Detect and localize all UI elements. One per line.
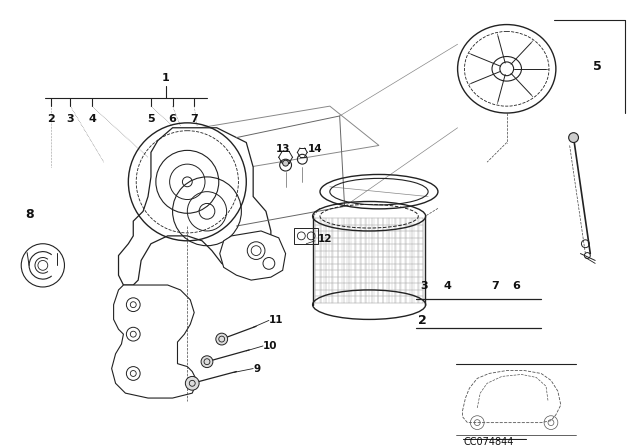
Text: 13: 13 bbox=[276, 144, 291, 155]
Text: 5: 5 bbox=[593, 60, 602, 73]
Polygon shape bbox=[220, 231, 285, 280]
Text: 9: 9 bbox=[253, 364, 260, 374]
Text: 7: 7 bbox=[491, 281, 499, 291]
Text: 6: 6 bbox=[513, 281, 520, 291]
Text: 2: 2 bbox=[419, 314, 427, 327]
Circle shape bbox=[186, 376, 199, 390]
Text: 4: 4 bbox=[444, 281, 452, 291]
Text: 4: 4 bbox=[88, 114, 96, 124]
Circle shape bbox=[569, 133, 579, 142]
Text: 6: 6 bbox=[168, 114, 177, 124]
Polygon shape bbox=[118, 128, 271, 285]
Circle shape bbox=[201, 356, 213, 367]
Text: 5: 5 bbox=[147, 114, 155, 124]
Text: 14: 14 bbox=[308, 144, 323, 155]
Circle shape bbox=[283, 160, 289, 166]
Text: 8: 8 bbox=[25, 208, 34, 221]
Text: CC074844: CC074844 bbox=[463, 437, 514, 448]
Text: 1: 1 bbox=[162, 73, 170, 82]
Text: 10: 10 bbox=[263, 341, 278, 351]
Polygon shape bbox=[463, 370, 561, 422]
Circle shape bbox=[216, 333, 228, 345]
Text: 2: 2 bbox=[47, 114, 54, 124]
Text: 3: 3 bbox=[420, 281, 428, 291]
Text: 7: 7 bbox=[190, 114, 198, 124]
Text: 11: 11 bbox=[269, 315, 284, 325]
Polygon shape bbox=[111, 285, 197, 398]
Text: 3: 3 bbox=[67, 114, 74, 124]
Text: 12: 12 bbox=[318, 234, 333, 244]
